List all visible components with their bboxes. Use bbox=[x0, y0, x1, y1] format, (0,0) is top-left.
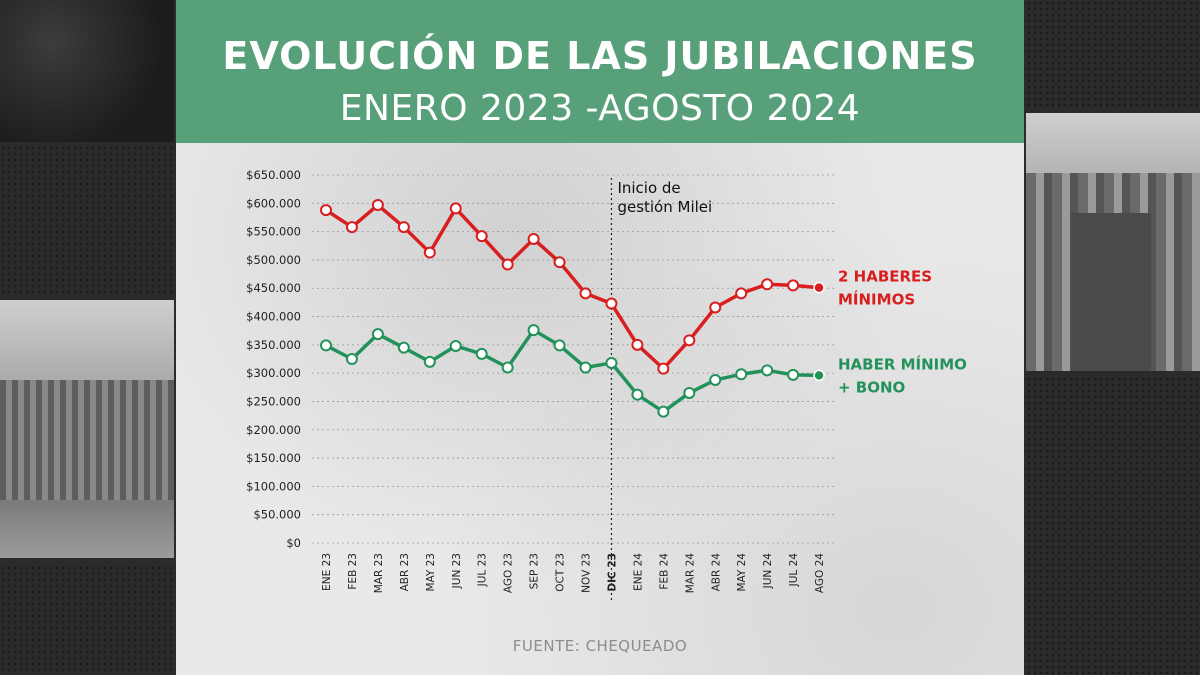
series-label: + BONO bbox=[838, 378, 905, 396]
data-point bbox=[320, 204, 332, 217]
data-point bbox=[475, 230, 488, 243]
data-point bbox=[813, 369, 825, 382]
data-point bbox=[475, 347, 488, 360]
y-tick-label: $0 bbox=[286, 536, 301, 550]
x-tick-label: ABR 23 bbox=[399, 553, 411, 591]
x-tick-label: ENE 23 bbox=[321, 553, 333, 591]
building-steps bbox=[0, 500, 174, 558]
x-tick-label: JUL 23 bbox=[477, 553, 489, 587]
title-banner: EVOLUCIÓN DE LAS JUBILACIONES ENERO 2023… bbox=[176, 0, 1024, 143]
data-point bbox=[787, 368, 800, 381]
data-point bbox=[579, 361, 592, 374]
data-point bbox=[553, 339, 566, 352]
data-point bbox=[761, 364, 774, 377]
tower-building bbox=[1071, 213, 1151, 371]
x-tick-label: OCT 23 bbox=[555, 553, 567, 592]
y-tick-label: $200.000 bbox=[246, 423, 301, 437]
x-tick-label: FEB 23 bbox=[347, 553, 359, 590]
data-point bbox=[709, 301, 722, 314]
x-tick-label: ABR 24 bbox=[710, 553, 722, 592]
data-point bbox=[735, 287, 748, 300]
x-tick-label: ENE 24 bbox=[632, 553, 644, 591]
data-point bbox=[423, 355, 436, 368]
y-tick-label: $350.000 bbox=[246, 338, 301, 352]
x-tick-label: SEP 23 bbox=[529, 553, 541, 589]
y-tick-label: $50.000 bbox=[253, 508, 301, 522]
left-building-photo bbox=[0, 300, 174, 558]
line-chart: $650.000 $600.000 $550.000 $500.000 $450.000… bbox=[246, 168, 967, 600]
x-tick-label: DIC 23 bbox=[606, 553, 618, 592]
y-tick-label: $500.000 bbox=[246, 253, 301, 267]
right-top-photo bbox=[1026, 0, 1200, 108]
y-tick-label: $450.000 bbox=[246, 281, 301, 295]
x-tick-label: JUL 24 bbox=[788, 553, 800, 588]
data-point bbox=[397, 341, 410, 354]
series-label: HABER MÍNIMO bbox=[838, 354, 967, 373]
annotation-text: gestión Milei bbox=[617, 198, 712, 216]
data-point bbox=[787, 279, 800, 292]
x-tick-label: FEB 24 bbox=[658, 553, 670, 590]
data-point bbox=[527, 232, 540, 245]
chart-subtitle: ENERO 2023 -AGOSTO 2024 bbox=[339, 88, 861, 129]
data-point bbox=[683, 334, 696, 347]
data-point bbox=[345, 353, 358, 365]
series-label: 2 HABERES bbox=[838, 268, 932, 286]
x-tick-label: JUN 24 bbox=[762, 553, 774, 590]
source-note: FUENTE: CHEQUEADO bbox=[512, 637, 688, 655]
y-tick-label: $250.000 bbox=[246, 394, 301, 408]
data-point bbox=[605, 297, 618, 310]
data-point bbox=[449, 339, 462, 352]
x-tick-label: MAY 24 bbox=[736, 553, 748, 592]
right-bottom-photo bbox=[1026, 376, 1200, 675]
data-point bbox=[657, 405, 670, 418]
y-tick-label: $600.000 bbox=[246, 196, 301, 210]
data-point bbox=[631, 338, 644, 351]
y-tick-label: $650.000 bbox=[246, 168, 301, 182]
left-mid-photo bbox=[0, 145, 174, 295]
data-point bbox=[371, 199, 384, 212]
y-tick-label: $400.000 bbox=[246, 310, 301, 324]
data-point bbox=[709, 373, 722, 386]
x-tick-label: AGO 24 bbox=[814, 553, 826, 593]
data-point bbox=[423, 246, 436, 259]
series-label: MÍNIMOS bbox=[838, 290, 915, 309]
y-tick-label: $150.000 bbox=[246, 451, 301, 465]
data-point bbox=[813, 281, 825, 294]
data-point bbox=[345, 221, 358, 234]
data-point bbox=[657, 362, 670, 375]
x-tick-label: MAR 23 bbox=[373, 553, 385, 593]
chart-title: EVOLUCIÓN DE LAS JUBILACIONES bbox=[222, 34, 978, 78]
x-tick-label: MAY 23 bbox=[425, 553, 437, 592]
building-facade bbox=[0, 380, 174, 500]
right-city-photo bbox=[1026, 113, 1200, 371]
data-point bbox=[320, 339, 332, 352]
annotation-text: Inicio de bbox=[617, 179, 680, 197]
x-tick-label: AGO 23 bbox=[503, 553, 515, 593]
data-point bbox=[501, 258, 514, 271]
data-point bbox=[397, 221, 410, 234]
y-tick-label: $300.000 bbox=[246, 366, 301, 380]
left-top-photo bbox=[0, 0, 174, 142]
x-tick-label: MAR 24 bbox=[684, 553, 696, 594]
x-tick-label: NOV 23 bbox=[581, 553, 593, 593]
left-bottom-photo bbox=[0, 565, 174, 675]
data-point bbox=[735, 368, 748, 381]
data-point bbox=[579, 287, 592, 300]
x-tick-label: JUN 23 bbox=[451, 553, 463, 589]
data-point bbox=[371, 328, 384, 341]
data-point bbox=[449, 202, 462, 215]
data-point bbox=[761, 278, 774, 291]
infographic: EVOLUCIÓN DE LAS JUBILACIONES ENERO 2023… bbox=[176, 0, 1024, 675]
data-point bbox=[553, 256, 566, 269]
data-point bbox=[605, 356, 618, 369]
data-point bbox=[631, 388, 644, 401]
data-point bbox=[527, 324, 540, 337]
data-point bbox=[501, 361, 514, 374]
data-point bbox=[683, 386, 696, 399]
y-tick-label: $100.000 bbox=[246, 479, 301, 493]
y-tick-label: $550.000 bbox=[246, 225, 301, 239]
